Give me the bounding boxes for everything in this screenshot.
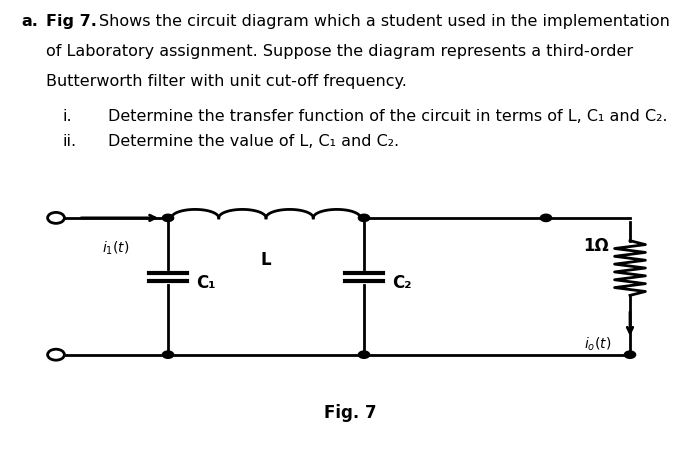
Text: i.: i. [63,108,73,123]
Circle shape [162,215,174,222]
Circle shape [358,351,370,359]
Text: ii.: ii. [63,134,77,149]
Text: C₁: C₁ [196,273,216,291]
Text: Fig. 7: Fig. 7 [323,403,377,420]
Circle shape [624,351,636,359]
Text: a.: a. [21,14,38,29]
Text: Determine the value of L, C₁ and C₂.: Determine the value of L, C₁ and C₂. [108,134,400,149]
Circle shape [358,215,370,222]
Text: Shows the circuit diagram which a student used in the implementation: Shows the circuit diagram which a studen… [99,14,671,29]
Text: C₂: C₂ [392,273,412,291]
Circle shape [540,215,552,222]
Text: Fig 7.: Fig 7. [46,14,97,29]
Text: $i_o(t)$: $i_o(t)$ [584,334,612,352]
Text: of Laboratory assignment. Suppose the diagram represents a third-order: of Laboratory assignment. Suppose the di… [46,44,633,59]
Text: Determine the transfer function of the circuit in terms of L, C₁ and C₂.: Determine the transfer function of the c… [108,108,668,123]
Text: 1Ω: 1Ω [583,237,609,255]
Text: $i_1(t)$: $i_1(t)$ [102,239,130,256]
Text: Butterworth filter with unit cut-off frequency.: Butterworth filter with unit cut-off fre… [46,74,407,89]
Circle shape [162,351,174,359]
Text: L: L [260,250,272,268]
